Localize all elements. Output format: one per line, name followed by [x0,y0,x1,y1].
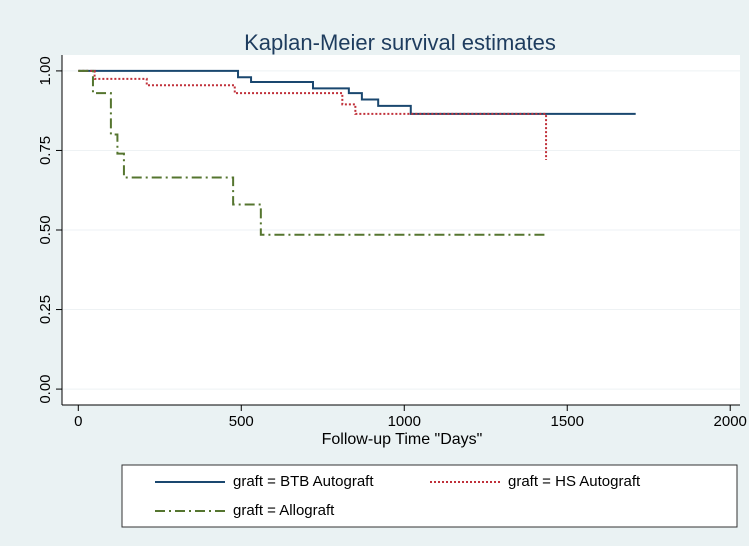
y-tick-label: 0.50 [37,215,54,244]
chart-title: Kaplan-Meier survival estimates [244,30,556,55]
x-tick-label: 0 [74,413,82,430]
y-tick-label: 1.00 [37,56,54,85]
y-tick-label: 0.75 [37,136,54,165]
y-tick-label: 0.25 [37,295,54,324]
legend-label: graft = HS Autograft [508,473,641,490]
x-tick-label: 500 [229,413,254,430]
survival-line [78,69,548,160]
x-tick-label: 1500 [551,413,584,430]
legend-label: graft = BTB Autograft [233,473,374,490]
survival-line [78,69,545,236]
legend-label: graft = Allograft [233,502,335,519]
legend [121,464,738,528]
x-tick-label: 2000 [714,413,747,430]
y-tick-label: 0.00 [37,374,54,403]
x-tick-label: 1000 [388,413,421,430]
survival-line [78,69,636,115]
x-axis-title: Follow-up Time "Days" [322,431,483,448]
